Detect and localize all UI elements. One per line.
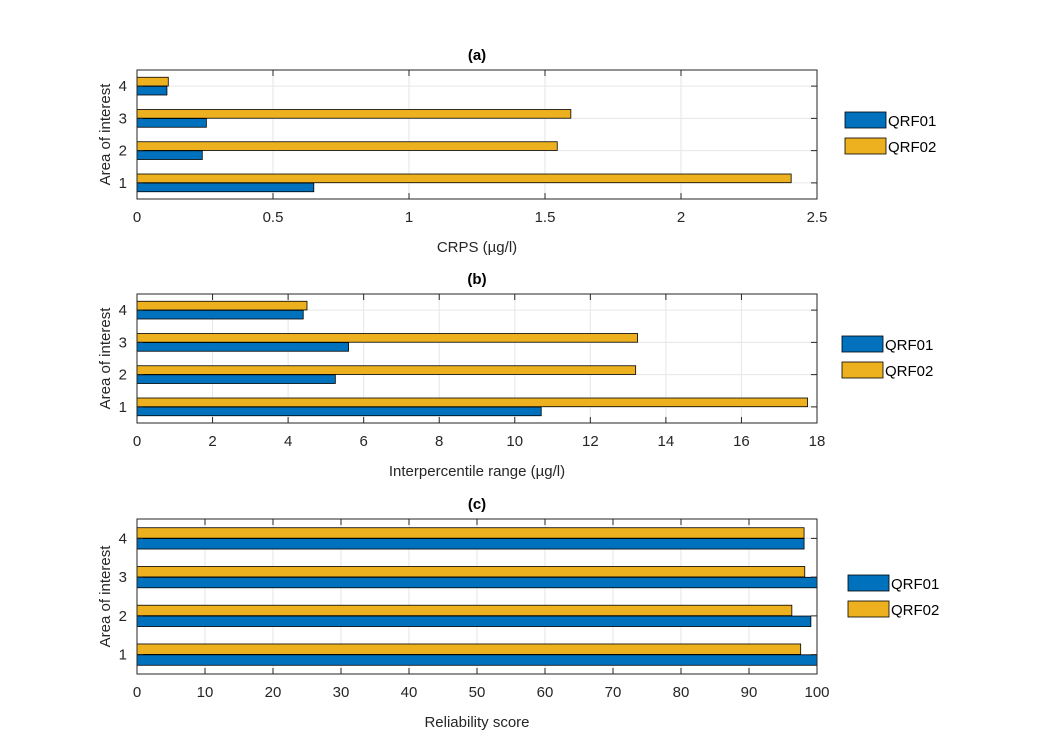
bar-qrf02-area-4 (136, 76, 169, 87)
legend-label-qrf02: QRF02 (888, 139, 936, 156)
x-tick-label: 8 (435, 433, 443, 450)
legend: QRF01 QRF02 (847, 574, 939, 619)
x-axis-label: Reliability score (424, 714, 529, 731)
bar-qrf01-area-2 (136, 374, 336, 384)
x-tick-label: 10 (506, 433, 523, 450)
bar-qrf01-area-1 (136, 182, 315, 193)
x-tick-label: 30 (333, 684, 350, 701)
legend-label-qrf01: QRF01 (885, 337, 933, 354)
bar-qrf02-area-2 (136, 604, 793, 617)
panel-title: (c) (468, 496, 486, 513)
bar-qrf01-area-3 (136, 342, 349, 352)
x-axis-label: Interpercentile range (µg/l) (389, 463, 565, 480)
x-axis-label: CRPS (µg/l) (437, 239, 517, 256)
bar-qrf02-area-3 (136, 566, 806, 578)
x-tick-label: 16 (733, 433, 750, 450)
x-tick-label: 50 (469, 684, 486, 701)
y-tick-label: 1 (119, 647, 127, 664)
legend-swatch-qrf01 (841, 335, 884, 353)
bar-qrf02-area-3 (136, 109, 572, 119)
bar-qrf02-area-4 (136, 300, 308, 311)
x-tick-label: 20 (265, 684, 282, 701)
x-tick-label: 0 (133, 684, 141, 701)
bar-qrf02-area-2 (136, 141, 558, 151)
legend-label-qrf02: QRF02 (885, 363, 933, 380)
x-tick-label: 12 (582, 433, 599, 450)
legend-label-qrf01: QRF01 (891, 576, 939, 593)
bar-qrf02-area-3 (136, 333, 638, 343)
y-tick-label: 4 (119, 302, 127, 319)
x-tick-label: 70 (605, 684, 622, 701)
x-tick-label: 2 (677, 209, 685, 226)
bar-qrf01-area-2 (136, 615, 812, 627)
y-axis-label: Area of interest (97, 545, 114, 648)
x-tick-label: 0 (133, 433, 141, 450)
x-tick-label: 40 (401, 684, 418, 701)
bar-qrf02-area-1 (136, 397, 808, 408)
y-tick-label: 4 (119, 78, 127, 95)
bar-qrf02-area-2 (136, 365, 637, 375)
bar-qrf01-area-2 (136, 150, 203, 160)
y-tick-label: 3 (119, 569, 127, 586)
bar-qrf01-area-4 (136, 309, 304, 320)
bar-qrf02-area-1 (136, 173, 792, 184)
legend: QRF01 QRF02 (844, 111, 936, 156)
x-tick-label: 0 (133, 209, 141, 226)
y-tick-label: 4 (119, 530, 127, 547)
x-tick-label: 4 (284, 433, 292, 450)
x-tick-label: 14 (658, 433, 675, 450)
bar-qrf01-area-4 (136, 85, 168, 96)
x-tick-label: 1 (405, 209, 413, 226)
legend-swatch-qrf01 (844, 111, 887, 129)
bar-qrf01-area-4 (136, 538, 805, 550)
legend-swatch-qrf02 (841, 361, 884, 379)
legend-swatch-qrf01 (847, 574, 890, 592)
x-tick-label: 2.5 (807, 209, 828, 226)
legend-label-qrf01: QRF01 (888, 113, 936, 130)
x-tick-label: 90 (741, 684, 758, 701)
legend-swatch-qrf02 (847, 600, 890, 618)
panel-3: 0 10 20 30 40 50 60 70 80 90 100 1 2 3 4 (c) Reliability… (97, 496, 939, 731)
legend-label-qrf02: QRF02 (891, 602, 939, 619)
bar-qrf01-area-3 (136, 118, 207, 128)
y-tick-label: 2 (119, 367, 127, 384)
axes-box (136, 293, 818, 424)
x-tick-label: 80 (673, 684, 690, 701)
x-tick-label: 2 (208, 433, 216, 450)
y-tick-label: 2 (119, 608, 127, 625)
legend: QRF01 QRF02 (841, 335, 933, 380)
y-tick-label: 1 (119, 175, 127, 192)
x-tick-label: 10 (197, 684, 214, 701)
x-tick-label: 0.5 (263, 209, 284, 226)
bar-qrf01-area-3 (136, 576, 818, 589)
bar-qrf02-area-4 (136, 527, 805, 539)
bar-qrf01-area-1 (136, 654, 818, 666)
x-tick-label: 18 (809, 433, 826, 450)
x-tick-label: 6 (359, 433, 367, 450)
axes-box (136, 69, 818, 200)
y-tick-label: 1 (119, 399, 127, 416)
bar-qrf01-area-1 (136, 406, 542, 417)
y-axis-label: Area of interest (97, 307, 114, 410)
panel-title: (b) (467, 271, 486, 288)
panel-1: 0 0.5 1 1.5 2 2.5 1 2 3 4 (a) CRPS (µg/l) Area of in… (97, 47, 936, 256)
x-tick-label: 100 (804, 684, 829, 701)
x-tick-label: 60 (537, 684, 554, 701)
y-tick-label: 2 (119, 143, 127, 160)
y-tick-label: 3 (119, 334, 127, 351)
legend-swatch-qrf02 (844, 137, 887, 155)
x-tick-label: 1.5 (535, 209, 556, 226)
bar-qrf02-area-1 (136, 643, 802, 655)
y-tick-label: 3 (119, 110, 127, 127)
panel-title: (a) (468, 47, 486, 64)
y-axis-label: Area of interest (97, 83, 114, 186)
